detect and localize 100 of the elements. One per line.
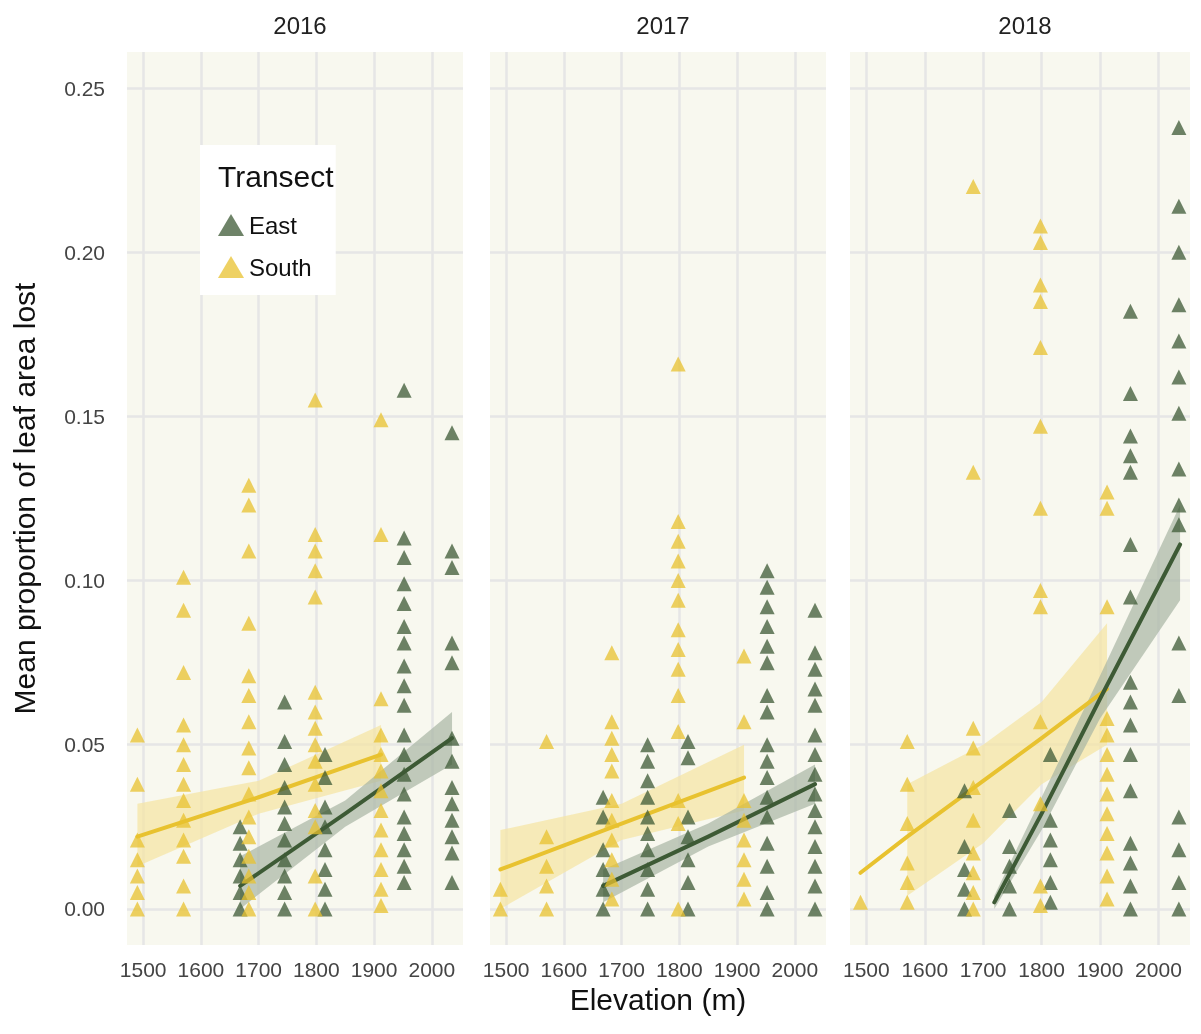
- point: [1099, 710, 1115, 726]
- point: [317, 861, 333, 877]
- point: [317, 842, 333, 858]
- x-tick-label: 1700: [598, 958, 645, 981]
- point: [396, 530, 412, 546]
- point: [604, 714, 620, 730]
- point: [759, 655, 775, 671]
- point: [1171, 875, 1187, 891]
- point: [277, 733, 293, 749]
- point: [1122, 303, 1138, 319]
- chart-title: 2017: [636, 11, 690, 39]
- point: [853, 894, 869, 910]
- point: [1122, 901, 1138, 917]
- point: [1032, 294, 1048, 310]
- point: [604, 730, 620, 746]
- point: [595, 842, 611, 858]
- point: [1122, 878, 1138, 894]
- point: [1099, 747, 1115, 763]
- point: [1122, 855, 1138, 871]
- point: [444, 543, 460, 559]
- x-tick-label: 1900: [350, 958, 398, 981]
- point: [444, 779, 460, 795]
- point: [1032, 714, 1048, 730]
- point: [1001, 878, 1017, 894]
- point: [1032, 500, 1048, 516]
- point: [965, 464, 981, 480]
- point: [1032, 878, 1048, 894]
- point: [1099, 825, 1115, 841]
- point: [277, 884, 293, 900]
- point: [759, 619, 775, 635]
- point: [640, 789, 656, 805]
- point: [759, 563, 775, 579]
- point: [1171, 244, 1187, 260]
- x-tick-label: 2000: [771, 958, 819, 981]
- point: [1171, 687, 1187, 703]
- point: [1099, 599, 1115, 615]
- point: [232, 819, 248, 835]
- y-tick-label: 0.00: [64, 897, 105, 921]
- point: [1171, 809, 1187, 825]
- point: [277, 694, 293, 710]
- x-tick-label: 1600: [901, 958, 949, 981]
- point: [604, 832, 620, 848]
- point: [670, 533, 686, 549]
- point: [640, 901, 656, 917]
- point: [759, 884, 775, 900]
- point: [396, 842, 412, 858]
- point: [396, 658, 412, 674]
- point: [1122, 747, 1138, 763]
- x-tick-label: 1800: [656, 958, 703, 981]
- point: [444, 812, 460, 828]
- point: [539, 901, 555, 917]
- point: [807, 786, 823, 802]
- point: [1122, 835, 1138, 851]
- point: [670, 793, 686, 809]
- point: [670, 573, 686, 589]
- point: [807, 858, 823, 874]
- point: [595, 861, 611, 877]
- point: [965, 720, 981, 736]
- point: [539, 733, 555, 749]
- point: [640, 861, 656, 877]
- point: [670, 622, 686, 638]
- point: [1171, 635, 1187, 651]
- x-tick-label: 1700: [235, 958, 282, 981]
- point: [277, 901, 293, 917]
- x-tick-label: 1500: [119, 958, 167, 981]
- point: [1099, 806, 1115, 822]
- point: [807, 839, 823, 855]
- point: [1099, 500, 1115, 516]
- point: [1122, 448, 1138, 464]
- point: [277, 852, 293, 868]
- point: [670, 816, 686, 832]
- point: [1122, 783, 1138, 799]
- point: [1122, 428, 1138, 444]
- point: [396, 825, 412, 841]
- point: [736, 852, 752, 868]
- point: [759, 687, 775, 703]
- point: [1042, 812, 1058, 828]
- point: [1171, 369, 1187, 385]
- point: [1099, 484, 1115, 500]
- point: [492, 881, 508, 897]
- y-tick-label: 0.05: [64, 733, 105, 757]
- point: [1122, 385, 1138, 401]
- point: [680, 852, 696, 868]
- point: [604, 763, 620, 779]
- point: [1032, 796, 1048, 812]
- chart-title: 2018: [998, 11, 1052, 39]
- point: [396, 550, 412, 566]
- point: [604, 793, 620, 809]
- point: [277, 779, 293, 795]
- point: [317, 747, 333, 763]
- point: [1171, 901, 1187, 917]
- point: [444, 753, 460, 769]
- point: [807, 681, 823, 697]
- y-tick-label: 0.10: [64, 569, 105, 593]
- point: [317, 799, 333, 815]
- point: [680, 733, 696, 749]
- point: [396, 727, 412, 743]
- point: [807, 901, 823, 917]
- point: [277, 799, 293, 815]
- point: [1099, 786, 1115, 802]
